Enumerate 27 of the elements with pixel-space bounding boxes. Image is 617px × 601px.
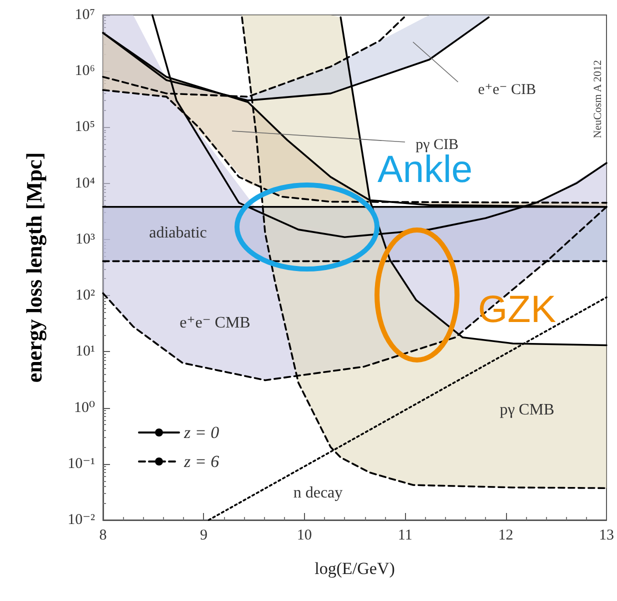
y-tick-label: 10⁻¹ bbox=[68, 456, 95, 472]
annotation: NeuCosm A 2012 bbox=[592, 60, 604, 138]
y-axis-title: energy loss length [Mpc] bbox=[22, 152, 46, 383]
x-axis-title: log(E/GeV) bbox=[314, 559, 395, 578]
legend-label: z = 0 bbox=[183, 423, 220, 442]
y-tick-label: 10³ bbox=[76, 231, 96, 248]
y-tick-label: 10⁰ bbox=[74, 400, 95, 416]
annotation: n decay bbox=[293, 484, 343, 502]
annotation: pγ CMB bbox=[500, 402, 554, 418]
y-tick-label: 10⁷ bbox=[74, 7, 95, 23]
y-tick-label: 10⁴ bbox=[74, 175, 95, 192]
annotation: GZK bbox=[478, 289, 556, 331]
x-tick-label: 11 bbox=[398, 528, 412, 544]
legend-label: z = 6 bbox=[183, 452, 220, 471]
annotation: e⁺e⁻ CMB bbox=[180, 314, 250, 332]
x-tick-label: 10 bbox=[296, 528, 312, 544]
annotation: adiabatic bbox=[149, 224, 207, 242]
x-tick-label: 13 bbox=[599, 528, 614, 544]
y-tick-label: 10⁻² bbox=[68, 512, 96, 528]
y-tick-label: 10⁵ bbox=[74, 119, 95, 136]
x-tick-label: 12 bbox=[498, 528, 514, 544]
y-tick-label: 10⁶ bbox=[74, 63, 95, 80]
x-tick-label: 8 bbox=[99, 528, 107, 544]
y-tick-label: 10² bbox=[76, 288, 96, 304]
x-tick-label: 9 bbox=[200, 528, 208, 544]
y-tick-label: 10¹ bbox=[76, 344, 95, 360]
annotation: e⁺e⁻ CIB bbox=[478, 82, 536, 98]
